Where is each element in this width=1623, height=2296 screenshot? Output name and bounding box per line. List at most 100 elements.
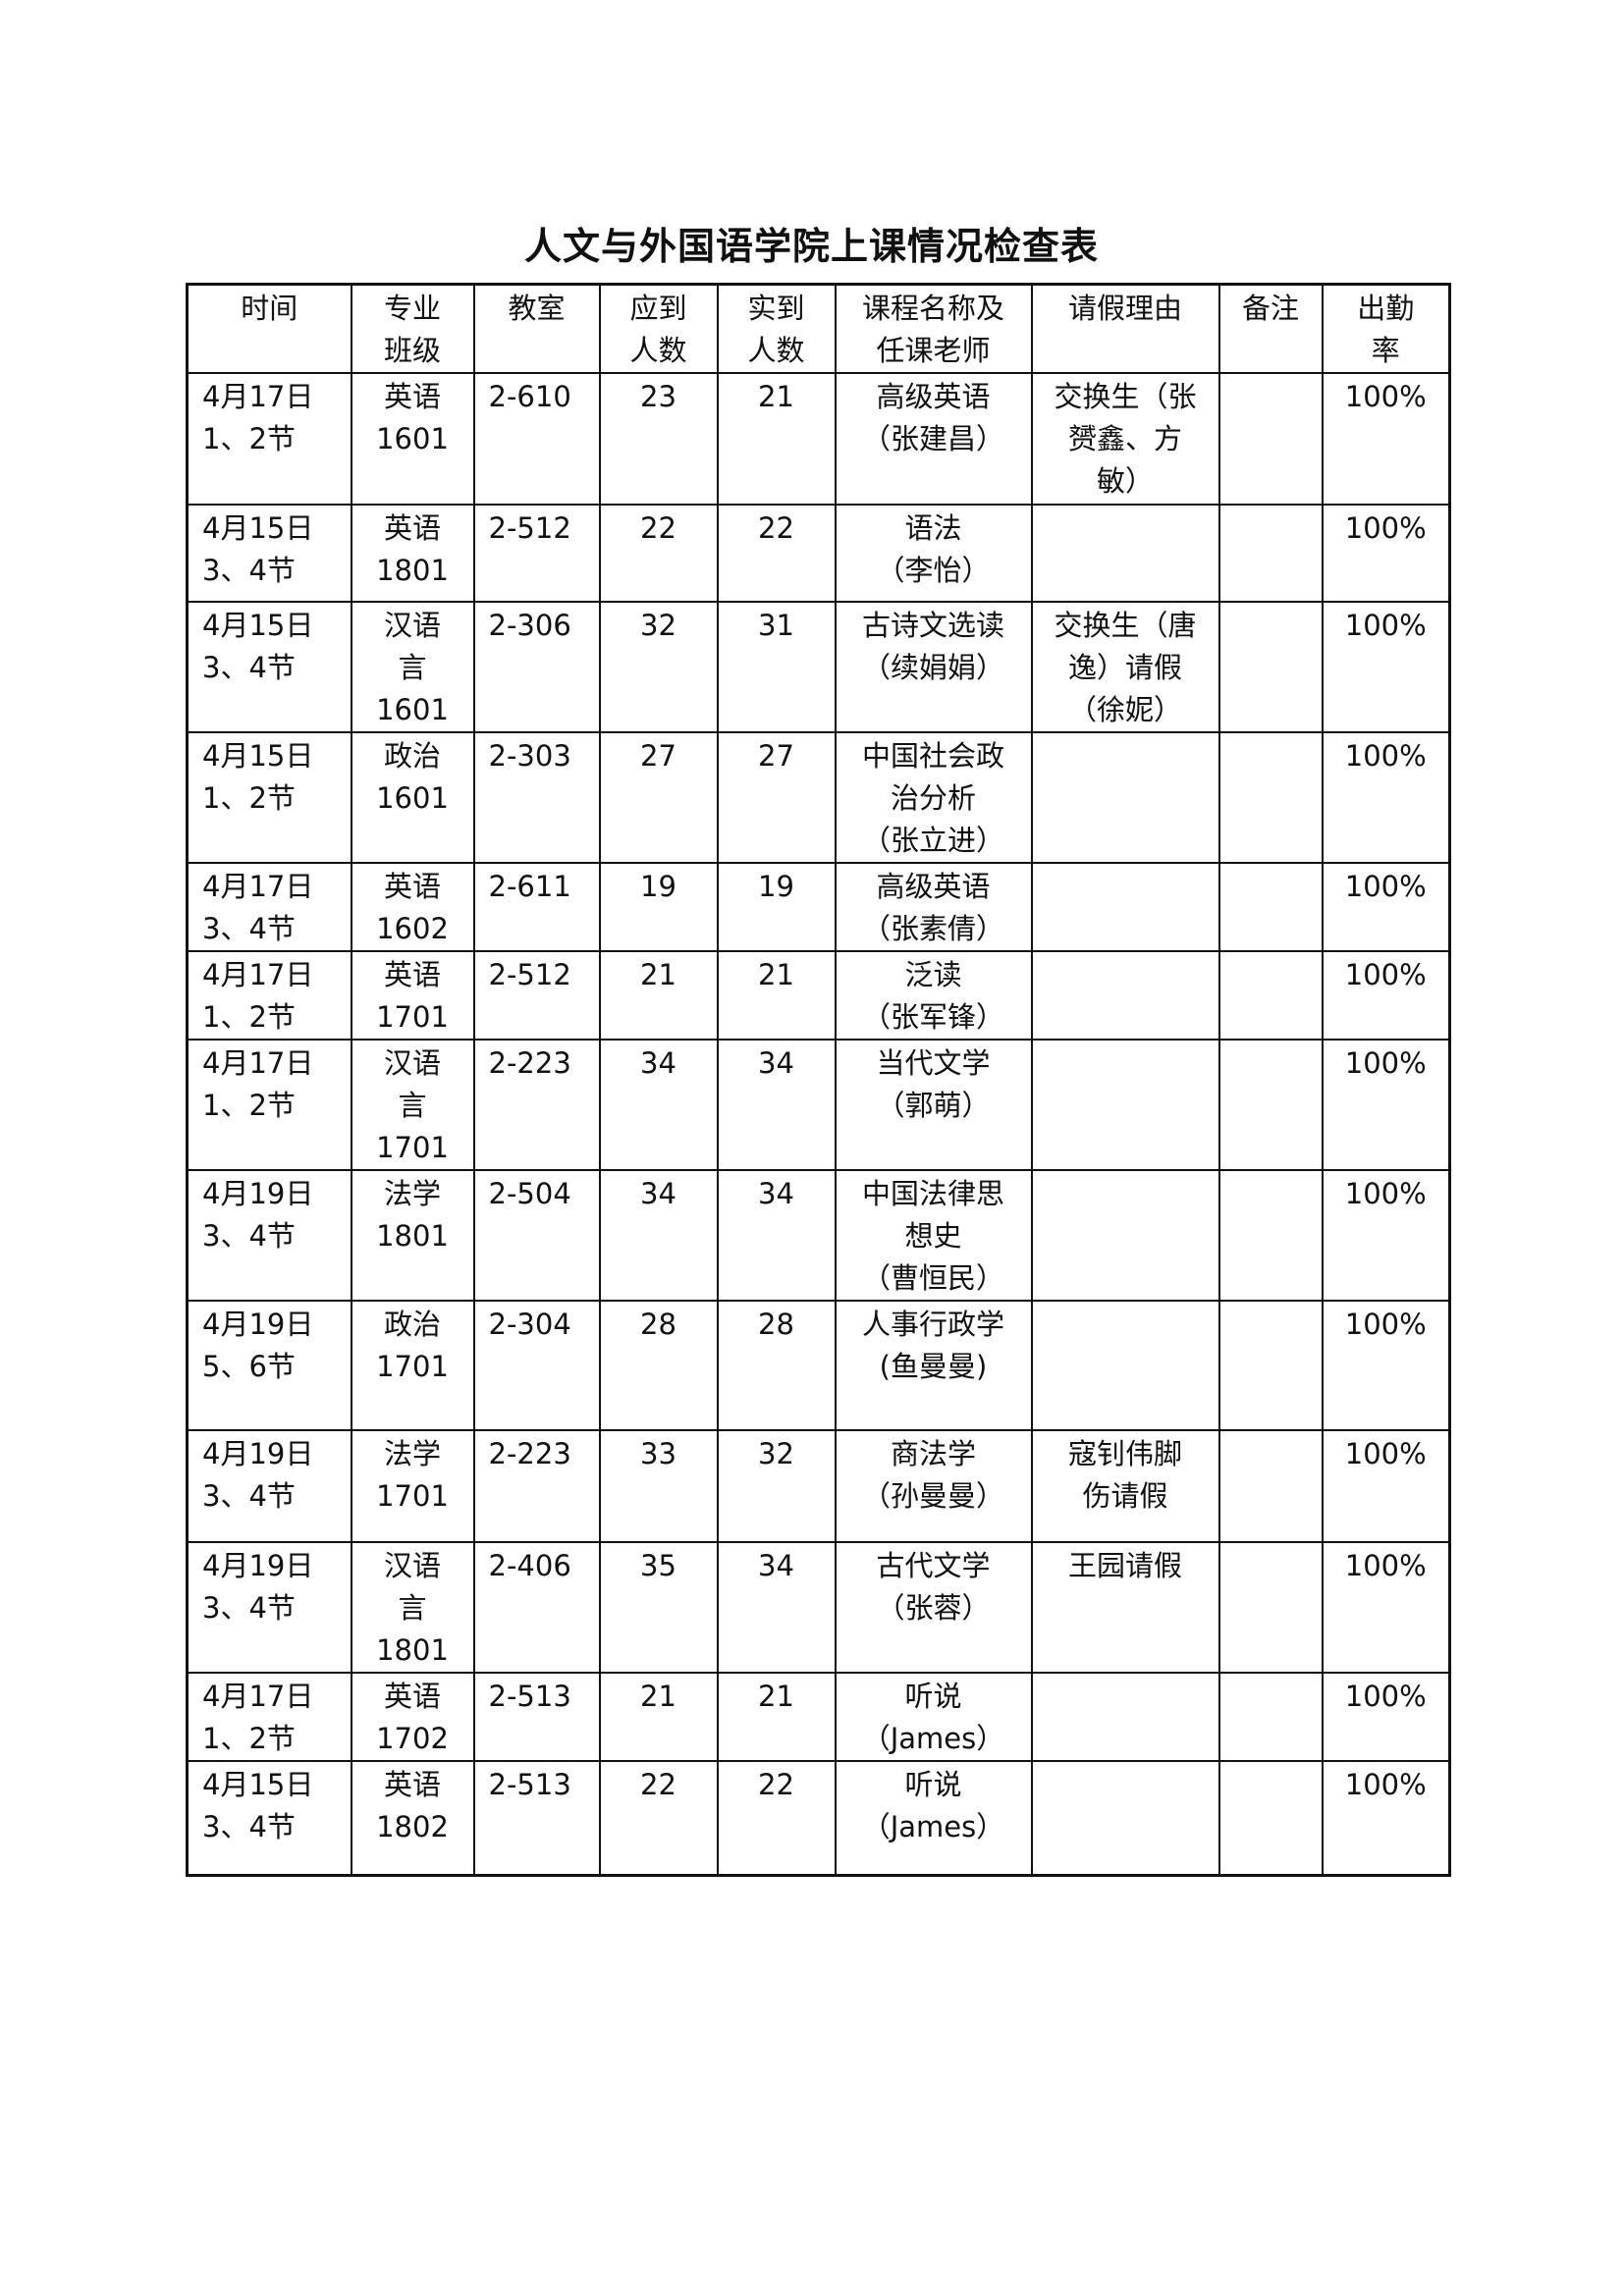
cell-course: 听说 （James） — [834, 1760, 1033, 1876]
attendance-table: 时间 专业 班级 教室 应到 人数 实到 人数 课程名称及 任课老师 请假理由 … — [186, 283, 1451, 1877]
cell-class: 政治 1601 — [350, 731, 475, 864]
cell-expected: 32 — [598, 601, 719, 733]
cell-rate: 100% — [1321, 1300, 1451, 1431]
cell-actual: 34 — [716, 1541, 837, 1674]
cell-expected: 22 — [598, 1760, 719, 1876]
header-room: 教室 — [472, 283, 601, 374]
cell-note — [1217, 1039, 1324, 1171]
cell-class: 英语 1701 — [350, 950, 475, 1041]
cell-class: 汉语 言 1701 — [350, 1039, 475, 1171]
cell-actual: 21 — [716, 950, 837, 1041]
cell-course: 听说 （James） — [834, 1672, 1033, 1762]
cell-actual: 28 — [716, 1300, 837, 1431]
header-class: 专业 班级 — [350, 283, 475, 374]
cell-course: 中国社会政 治分析 （张立进） — [834, 731, 1033, 864]
cell-class: 法学 1801 — [350, 1169, 475, 1302]
cell-leave — [1030, 1672, 1220, 1762]
cell-room: 2-406 — [472, 1541, 601, 1674]
cell-class: 英语 1802 — [350, 1760, 475, 1876]
cell-leave — [1030, 950, 1220, 1041]
header-leave: 请假理由 — [1030, 283, 1220, 374]
cell-course: 中国法律思 想史 （曹恒民） — [834, 1169, 1033, 1302]
cell-expected: 35 — [598, 1541, 719, 1674]
table-row: 4月15日 3、4节 英语 1801 2-512 22 22 语法 （李怡） 100% — [186, 504, 1451, 603]
cell-room: 2-223 — [472, 1039, 601, 1171]
cell-class: 英语 1702 — [350, 1672, 475, 1762]
table-row: 4月15日 3、4节 汉语 言 1601 2-306 32 31 古诗文选读 （续娟娟）交… — [186, 601, 1451, 733]
cell-class: 汉语 言 1601 — [350, 601, 475, 733]
cell-leave — [1030, 1169, 1220, 1302]
cell-time: 4月15日 1、2节 — [186, 731, 352, 864]
cell-time: 4月19日 3、4节 — [186, 1169, 352, 1302]
cell-room: 2-223 — [472, 1429, 601, 1543]
table-row: 4月17日 1、2节 英语 1601 2-610 23 21 高级英语 （张建昌） 交换生（… — [186, 372, 1451, 506]
cell-expected: 22 — [598, 504, 719, 603]
cell-expected: 21 — [598, 1672, 719, 1762]
cell-leave — [1030, 1300, 1220, 1431]
table-row: 4月17日 1、2节 英语 1701 2-512 21 21 泛读 （张军锋） 100% — [186, 950, 1451, 1041]
table-row: 4月19日 3、4节 汉语 言 1801 2-406 35 34 古代文学 （张蓉） 王园请… — [186, 1541, 1451, 1674]
cell-rate: 100% — [1321, 504, 1451, 603]
cell-room: 2-513 — [472, 1672, 601, 1762]
cell-actual: 21 — [716, 1672, 837, 1762]
cell-course: 当代文学 （郭萌） — [834, 1039, 1033, 1171]
cell-course: 泛读 （张军锋） — [834, 950, 1033, 1041]
cell-course: 商法学 （孙曼曼） — [834, 1429, 1033, 1543]
header-rate: 出勤 率 — [1321, 283, 1451, 374]
cell-course: 语法 （李怡） — [834, 504, 1033, 603]
cell-expected: 34 — [598, 1039, 719, 1171]
cell-room: 2-303 — [472, 731, 601, 864]
cell-rate: 100% — [1321, 372, 1451, 506]
cell-time: 4月19日 5、6节 — [186, 1300, 352, 1431]
header-actual: 实到 人数 — [716, 283, 837, 374]
cell-room: 2-610 — [472, 372, 601, 506]
cell-room: 2-512 — [472, 504, 601, 603]
table-row: 4月15日 3、4节 英语 1802 2-513 22 22 听说 （James） 100% — [186, 1760, 1451, 1876]
cell-note — [1217, 1672, 1324, 1762]
cell-rate: 100% — [1321, 1169, 1451, 1302]
header-row: 时间 专业 班级 教室 应到 人数 实到 人数 课程名称及 任课老师 请假理由 … — [186, 283, 1451, 374]
cell-expected: 28 — [598, 1300, 719, 1431]
cell-leave — [1030, 1760, 1220, 1876]
cell-rate: 100% — [1321, 862, 1451, 952]
cell-class: 英语 1801 — [350, 504, 475, 603]
cell-course: 高级英语 （张素倩） — [834, 862, 1033, 952]
cell-actual: 31 — [716, 601, 837, 733]
cell-leave: 交换生（唐 逸）请假 （徐妮） — [1030, 601, 1220, 733]
cell-note — [1217, 1541, 1324, 1674]
table-row: 4月15日 1、2节 政治 1601 2-303 27 27 中国社会政 治分析 （张立进… — [186, 731, 1451, 864]
cell-actual: 22 — [716, 1760, 837, 1876]
cell-note — [1217, 950, 1324, 1041]
header-time: 时间 — [186, 283, 352, 374]
page-title: 人文与外国语学院上课情况检查表 — [523, 225, 1099, 268]
cell-class: 政治 1701 — [350, 1300, 475, 1431]
cell-note — [1217, 504, 1324, 603]
cell-class: 法学 1701 — [350, 1429, 475, 1543]
cell-course: 古代文学 （张蓉） — [834, 1541, 1033, 1674]
cell-leave — [1030, 1039, 1220, 1171]
cell-time: 4月15日 3、4节 — [186, 504, 352, 603]
cell-leave — [1030, 731, 1220, 864]
cell-leave: 交换生（张 赟鑫、方 敏） — [1030, 372, 1220, 506]
cell-rate: 100% — [1321, 1760, 1451, 1876]
cell-room: 2-611 — [472, 862, 601, 952]
cell-room: 2-504 — [472, 1169, 601, 1302]
cell-actual: 22 — [716, 504, 837, 603]
cell-expected: 21 — [598, 950, 719, 1041]
cell-note — [1217, 731, 1324, 864]
cell-rate: 100% — [1321, 1429, 1451, 1543]
cell-rate: 100% — [1321, 1039, 1451, 1171]
table-row: 4月19日 3、4节 法学 1801 2-504 34 34 中国法律思 想史 （曹恒民）… — [186, 1169, 1451, 1302]
cell-time: 4月17日 1、2节 — [186, 950, 352, 1041]
cell-course: 高级英语 （张建昌） — [834, 372, 1033, 506]
cell-time: 4月19日 3、4节 — [186, 1541, 352, 1674]
cell-rate: 100% — [1321, 950, 1451, 1041]
cell-rate: 100% — [1321, 1672, 1451, 1762]
cell-leave: 寇钊伟脚 伤请假 — [1030, 1429, 1220, 1543]
table-row: 4月17日 3、4节 英语 1602 2-611 19 19 高级英语 （张素倩） 100% — [186, 862, 1451, 952]
cell-expected: 34 — [598, 1169, 719, 1302]
cell-class: 英语 1601 — [350, 372, 475, 506]
cell-time: 4月15日 3、4节 — [186, 601, 352, 733]
cell-actual: 34 — [716, 1169, 837, 1302]
cell-room: 2-306 — [472, 601, 601, 733]
